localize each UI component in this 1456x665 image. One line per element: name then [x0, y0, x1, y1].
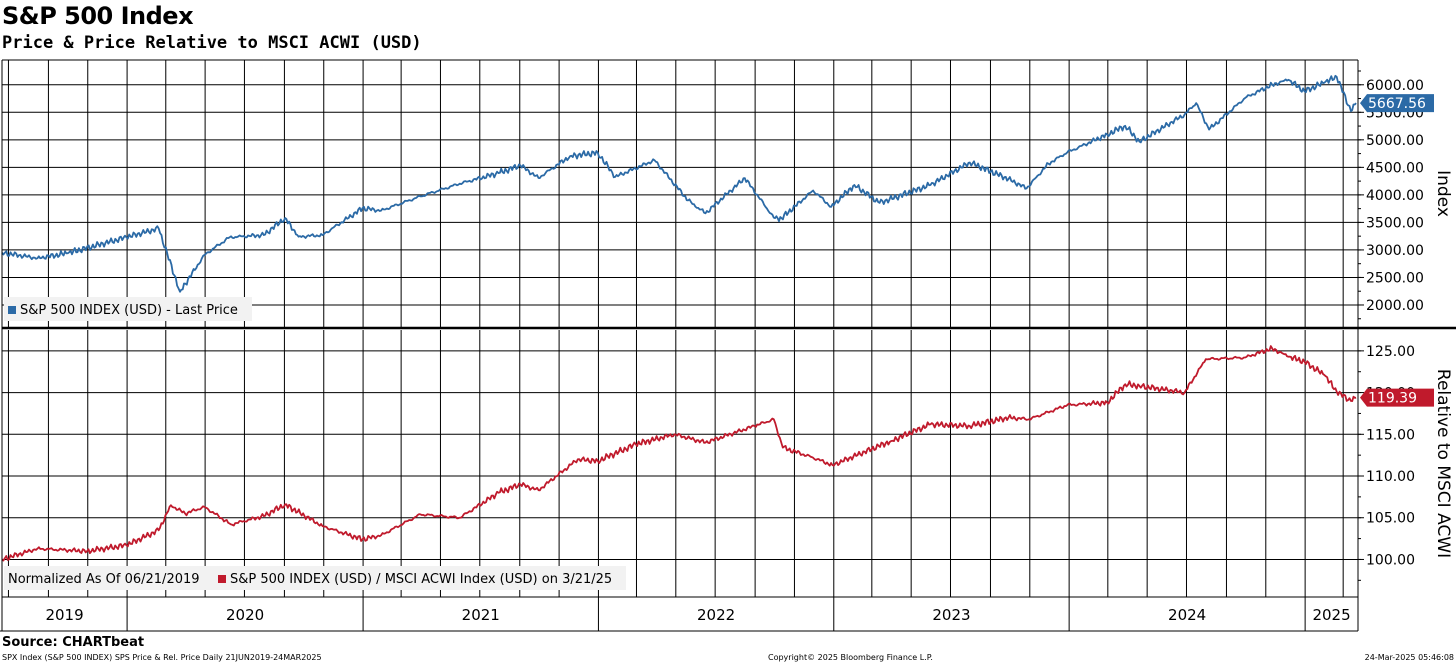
y-tick-label: 100.00: [1366, 552, 1415, 568]
footer-copyright: Copyright© 2025 Bloomberg Finance L.P.: [768, 653, 933, 662]
x-tick-label: 2022: [697, 606, 735, 624]
legend-swatch: [8, 306, 16, 314]
y-axis-label: Index: [1433, 170, 1453, 217]
footer-timestamp: 24-Mar-2025 05:46:08: [1364, 653, 1454, 662]
last-value-label: 5667.56: [1368, 96, 1426, 112]
legend-box: [4, 566, 626, 590]
y-axis-label: Relative to MSCI ACWI: [1433, 369, 1453, 558]
x-tick-label: 2021: [462, 606, 500, 624]
y-tick-label: 3500.00: [1366, 215, 1424, 231]
footer-left: SPX Index (S&P 500 INDEX) SPS Price & Re…: [2, 653, 322, 662]
y-tick-label: 105.00: [1366, 511, 1415, 527]
y-tick-label: 2500.00: [1366, 270, 1424, 286]
legend-label: S&P 500 INDEX (USD) - Last Price: [20, 303, 238, 318]
last-value-flag: [1360, 388, 1434, 407]
legend-label: S&P 500 INDEX (USD) / MSCI ACWI Index (U…: [230, 572, 612, 587]
x-tick-label: 2023: [932, 606, 970, 624]
x-tick-label: 2025: [1312, 606, 1350, 624]
x-tick-label: 2019: [45, 606, 83, 624]
y-tick-label: 125.00: [1366, 344, 1415, 360]
last-value-label: 119.39: [1368, 391, 1417, 407]
y-tick-label: 110.00: [1366, 469, 1415, 485]
y-tick-label: 6000.00: [1366, 78, 1424, 94]
y-tick-label: 2000.00: [1366, 298, 1424, 314]
chart-subtitle: Price & Price Relative to MSCI ACWI (USD…: [2, 33, 422, 53]
y-tick-label: 115.00: [1366, 427, 1415, 443]
last-value-flag: [1360, 94, 1434, 113]
x-tick-label: 2020: [226, 606, 264, 624]
chart-title: S&P 500 Index: [2, 2, 194, 30]
legend-prefix: Normalized As Of 06/21/2019: [8, 572, 200, 587]
y-tick-label: 5000.00: [1366, 133, 1424, 149]
y-tick-label: 4500.00: [1366, 160, 1424, 176]
legend-box: [4, 297, 252, 321]
y-tick-label: 4000.00: [1366, 188, 1424, 204]
legend-swatch: [218, 575, 226, 583]
series-line: [1, 345, 1357, 562]
y-tick-label: 3000.00: [1366, 243, 1424, 259]
source-note: Source: CHARTbeat: [2, 635, 145, 650]
series-line: [1, 74, 1357, 293]
x-tick-label: 2024: [1168, 606, 1206, 624]
